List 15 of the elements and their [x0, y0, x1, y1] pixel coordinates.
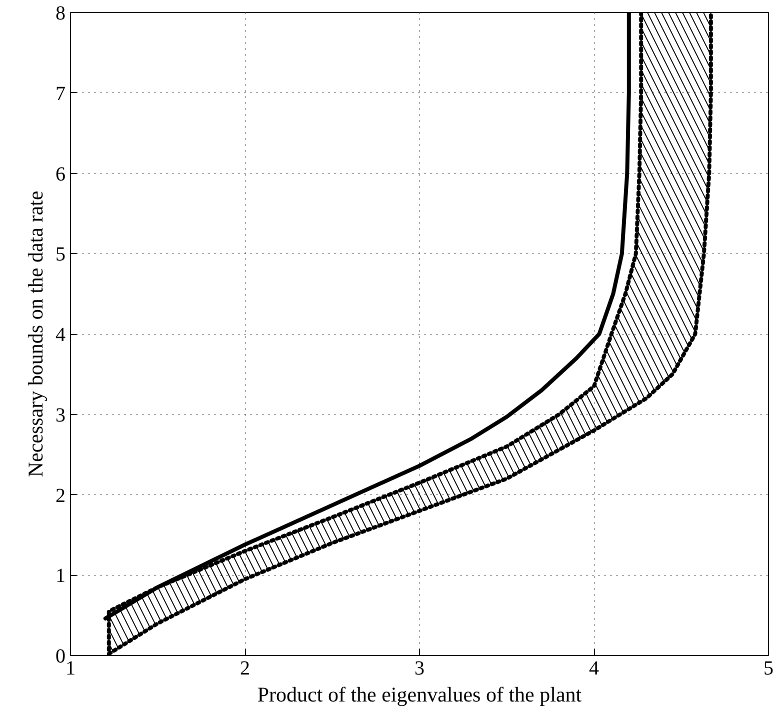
y-tick-label: 0 — [56, 646, 66, 668]
y-tick-label: 6 — [56, 163, 66, 186]
x-tick-label: 2 — [240, 658, 250, 680]
x-tick-label: 5 — [764, 658, 774, 680]
x-axis-title: Product of the eigenvalues of the plant — [257, 682, 582, 706]
y-tick-label: 5 — [56, 244, 66, 266]
y-axis-title: Necessary bounds on the data rate — [24, 190, 48, 478]
y-tick-label: 1 — [56, 565, 66, 588]
x-tick-label: 3 — [414, 658, 424, 680]
y-tick-label: 7 — [56, 82, 66, 105]
x-tick-label: 4 — [589, 658, 599, 680]
y-tick-label: 4 — [56, 324, 66, 346]
y-tick-label: 8 — [56, 2, 66, 24]
y-tick-label: 2 — [56, 484, 66, 507]
y-tick-label: 3 — [56, 404, 66, 426]
